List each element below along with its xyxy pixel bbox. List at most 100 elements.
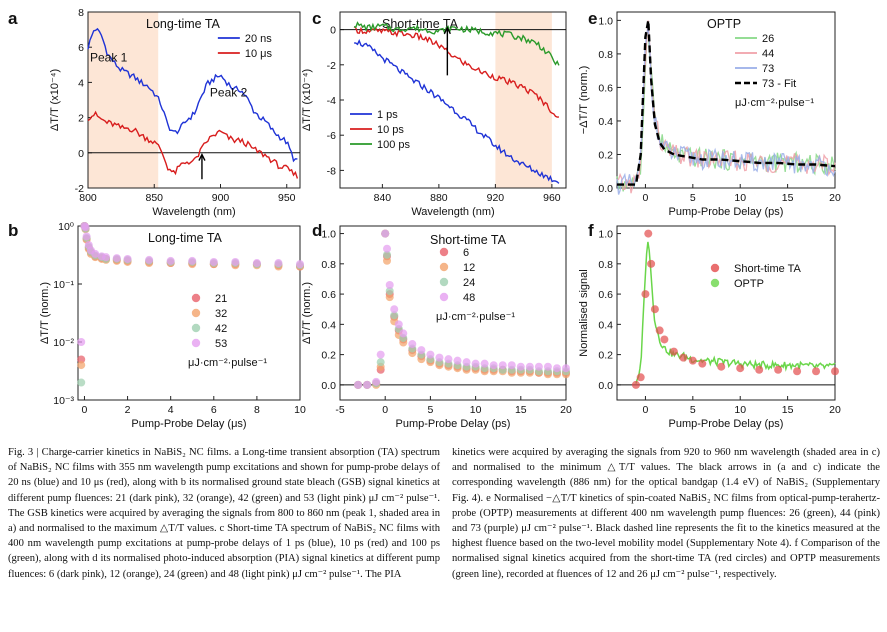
- panel-b-xtick-label: 10: [294, 404, 306, 416]
- panel-b-xtick-label: 0: [82, 404, 88, 416]
- panel-d-point-48: [383, 244, 392, 253]
- panel-d-point-48: [376, 350, 385, 359]
- panel-a-ytick-label: 8: [78, 7, 84, 19]
- panel-d-point-48: [489, 361, 498, 370]
- panel-a-xtick-label: 900: [212, 192, 230, 204]
- panel-d-title: Short-time TA: [430, 233, 507, 247]
- panel-f-point-short-time-ta: [644, 229, 653, 238]
- panel-c-title: Short-time TA: [382, 17, 459, 31]
- panel-f-point-short-time-ta: [650, 305, 659, 314]
- panel-b-point-53: [166, 256, 175, 265]
- panel-c-letter: c: [312, 9, 321, 28]
- panel-f-point-short-time-ta: [736, 364, 745, 373]
- panel-d-ytick-label: 1.0: [321, 229, 336, 241]
- panel-c-series-1-ps: [354, 39, 560, 184]
- panel-b-point-53: [102, 253, 111, 262]
- panel-a-xtick-label: 850: [145, 192, 163, 204]
- panel-b-ylabel: ΔT/T (norm.): [39, 282, 51, 344]
- panel-e-xtick-label: 5: [690, 192, 696, 204]
- panel-d-point-48: [552, 364, 561, 373]
- panel-a-legend-label: 10 μs: [245, 48, 273, 60]
- panel-b-letter: b: [8, 221, 18, 240]
- panel-b-fluence-unit: μJ·cm⁻²·pulse⁻¹: [188, 357, 267, 369]
- panel-f-ylabel: Normalised signal: [578, 269, 590, 356]
- panel-f-point-short-time-ta: [679, 353, 688, 362]
- panel-f-xtick-label: 10: [734, 404, 746, 416]
- panel-c-ytick-label: -8: [327, 165, 336, 177]
- panel-b-point-53: [112, 254, 121, 263]
- panel-d-legend-label: 6: [463, 247, 469, 259]
- panel-f-legend-swatch: [710, 263, 720, 273]
- panel-f-point-short-time-ta: [717, 362, 726, 371]
- panel-d-point-48: [562, 364, 570, 373]
- panel-b-ytick-label: 10⁻¹: [53, 279, 74, 291]
- panel-e-ytick-label: 0.2: [598, 149, 613, 161]
- panel-b-point-53: [296, 260, 304, 269]
- panel-b-point-53: [274, 259, 283, 268]
- panel-b-point-53: [209, 257, 218, 266]
- panel-f-point-short-time-ta: [812, 367, 821, 376]
- panel-e-title: OPTP: [707, 17, 741, 31]
- panel-e-ylabel: −ΔT/T (norm.): [578, 66, 590, 135]
- panel-f-point-short-time-ta: [698, 359, 707, 368]
- panel-d-point-48: [426, 350, 435, 359]
- panel-d-point-48: [390, 305, 399, 314]
- panel-d-xtick-label: 20: [560, 404, 572, 416]
- panel-a-legend-label: 20 ns: [245, 33, 272, 45]
- panel-e-fluence-unit: μJ·cm⁻²·pulse⁻¹: [735, 97, 814, 109]
- panel-d-legend-label: 48: [463, 292, 475, 304]
- panel-e-series-73-fit: [617, 20, 836, 186]
- panel-a-annotation-peak-2: Peak 2: [210, 85, 248, 99]
- figure-caption-left: Fig. 3 | Charge-carrier kinetics in NaBi…: [8, 447, 440, 580]
- panel-d-point-48: [444, 355, 453, 364]
- panel-f-ytick-label: 0.2: [598, 350, 613, 362]
- panel-f-ytick-label: 0.4: [598, 319, 613, 331]
- panel-f-point-short-time-ta: [755, 365, 764, 374]
- panel-b-legend-label: 42: [215, 323, 227, 335]
- panel-b-point-32: [77, 361, 86, 370]
- panel-b-legend-swatch: [191, 308, 201, 318]
- panel-f-series-optp: [635, 241, 836, 384]
- panel-d-ytick-label: 0.4: [321, 319, 336, 331]
- panel-f-point-short-time-ta: [647, 259, 656, 268]
- panel-e-ytick-label: 0.0: [598, 183, 613, 195]
- panel-e-xtick-label: 10: [734, 192, 746, 204]
- panel-b-xtick-label: 8: [254, 404, 260, 416]
- panel-b-point-53: [77, 338, 86, 346]
- panel-b-point-42: [77, 378, 86, 387]
- panel-f-point-short-time-ta: [631, 380, 640, 389]
- panel-b-point-53: [231, 257, 240, 266]
- panel-d-point-48: [507, 361, 516, 370]
- panel-e-ytick-label: 0.4: [598, 116, 613, 128]
- panel-d-point-12: [383, 256, 392, 265]
- panel-b-xtick-label: 6: [211, 404, 217, 416]
- panel-d-point-48: [385, 281, 394, 290]
- panel-c-legend-label: 100 ps: [377, 139, 411, 151]
- panel-a-series-10-s: [87, 110, 299, 179]
- panel-e-xtick-label: 20: [829, 192, 841, 204]
- panel-a-bandgap-arrowhead: [198, 152, 206, 161]
- panel-b-xtick-label: 4: [168, 404, 174, 416]
- panel-f-xtick-label: 5: [690, 404, 696, 416]
- panel-d-point-48: [534, 362, 543, 371]
- panel-b-point-53: [252, 259, 261, 268]
- panel-a-xtick-label: 950: [278, 192, 296, 204]
- panel-b-legend-label: 32: [215, 308, 227, 320]
- panel-d-fluence-unit: μJ·cm⁻²·pulse⁻¹: [436, 311, 515, 323]
- panel-c-ytick-label: -2: [327, 60, 336, 72]
- panel-b-point-53: [81, 223, 90, 232]
- panel-d-point-48: [354, 380, 363, 389]
- panel-a-letter: a: [8, 9, 18, 28]
- panel-a-ytick-label: 4: [78, 77, 84, 89]
- panel-f-letter: f: [588, 221, 594, 240]
- panel-e-legend-label: 73 - Fit: [762, 78, 796, 90]
- panel-c-xtick-label: 840: [374, 192, 392, 204]
- panel-a-shaded-region: [88, 12, 159, 188]
- panel-f-point-short-time-ta: [793, 367, 802, 376]
- panel-d-point-48: [480, 359, 489, 368]
- panel-d-point-48: [435, 353, 444, 362]
- panel-e-xtick-label: 0: [643, 192, 649, 204]
- panel-f-ytick-label: 0.8: [598, 259, 613, 271]
- panel-f-xtick-label: 0: [643, 404, 649, 416]
- panel-d-point-12: [385, 293, 394, 302]
